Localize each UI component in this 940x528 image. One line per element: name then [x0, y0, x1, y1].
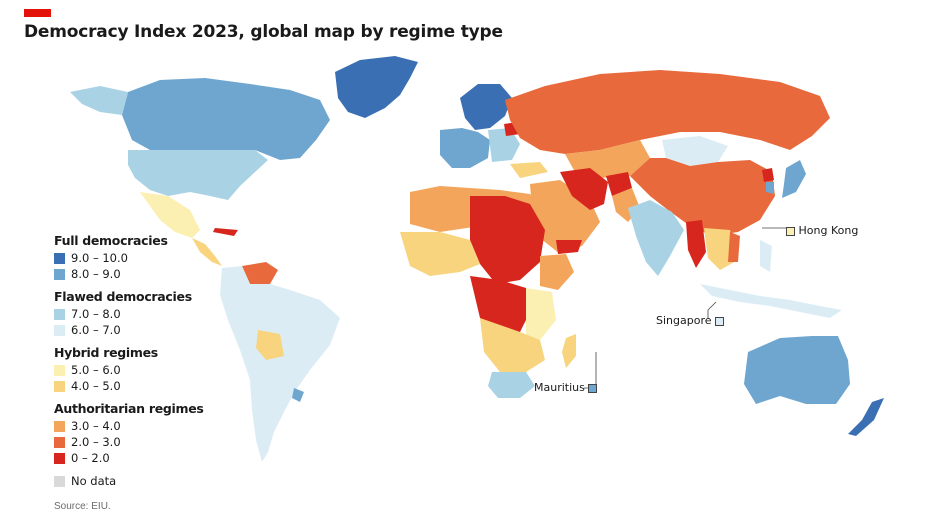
legend-label: 3.0 – 4.0 [71, 419, 121, 433]
legend-item: 6.0 – 7.0 [54, 322, 254, 338]
afghanistan [606, 172, 632, 196]
callout-hong-kong: Hong Kong [786, 224, 858, 237]
brand-bar [24, 9, 51, 17]
new-zealand [848, 398, 884, 436]
north-korea [762, 168, 774, 182]
legend-label: No data [71, 474, 117, 488]
china [630, 158, 775, 236]
legend-item: 4.0 – 5.0 [54, 378, 254, 394]
libya-sudan [470, 196, 545, 284]
western-europe [440, 128, 490, 168]
australia [744, 336, 850, 404]
legend-swatch [54, 420, 65, 432]
legend-group-full-democracies: Full democracies 9.0 – 10.0 8.0 – 9.0 [54, 233, 254, 282]
legend-heading: Hybrid regimes [54, 345, 158, 360]
iran [560, 168, 608, 210]
legend-label: 5.0 – 6.0 [71, 363, 121, 377]
legend-item: 9.0 – 10.0 [54, 250, 254, 266]
mexico [140, 192, 200, 238]
legend-item: 8.0 – 9.0 [54, 266, 254, 282]
madagascar [562, 334, 576, 368]
legend-item: 7.0 – 8.0 [54, 306, 254, 322]
callout-swatch [786, 226, 795, 236]
legend-label: 4.0 – 5.0 [71, 379, 121, 393]
callout-label: Singapore [656, 314, 712, 327]
legend-swatch [54, 252, 65, 264]
indonesia [700, 284, 842, 318]
russia [505, 70, 830, 154]
legend-heading: Flawed democracies [54, 289, 192, 304]
horn-of-africa [540, 254, 574, 290]
greenland [335, 56, 418, 118]
vietnam [728, 232, 740, 262]
legend-heading: Full democracies [54, 233, 168, 248]
chart-title: Democracy Index 2023, global map by regi… [24, 22, 503, 42]
legend-swatch [54, 268, 65, 280]
callout-swatch [588, 383, 598, 393]
legend: Full democracies 9.0 – 10.0 8.0 – 9.0 Fl… [54, 233, 254, 489]
callout-label: Mauritius [534, 381, 585, 394]
japan [782, 160, 806, 198]
legend-label: 0 – 2.0 [71, 451, 110, 465]
philippines [760, 240, 772, 272]
scandinavia [460, 84, 512, 130]
callout-label: Hong Kong [798, 224, 859, 237]
legend-label: 8.0 – 9.0 [71, 267, 121, 281]
canada [122, 78, 330, 160]
legend-item-no-data: No data [54, 473, 254, 489]
cuba [213, 228, 238, 236]
alaska [70, 86, 128, 115]
callout-singapore: Singapore [656, 314, 724, 327]
legend-item: 5.0 – 6.0 [54, 362, 254, 378]
legend-item: 2.0 – 3.0 [54, 434, 254, 450]
legend-group-flawed-democracies: Flawed democracies 7.0 – 8.0 6.0 – 7.0 [54, 289, 254, 338]
southern-africa [480, 318, 545, 372]
callout-swatch [715, 316, 724, 326]
west-africa [400, 232, 480, 276]
legend-group-authoritarian-regimes: Authoritarian regimes 3.0 – 4.0 2.0 – 3.… [54, 401, 254, 466]
legend-label: 7.0 – 8.0 [71, 307, 121, 321]
usa [128, 150, 268, 200]
source-note: Source: EIU. [54, 501, 111, 512]
south-africa [488, 372, 535, 398]
legend-swatch [54, 475, 65, 487]
central-america [192, 238, 222, 266]
legend-swatch [54, 436, 65, 448]
turkey [510, 162, 548, 178]
india [628, 200, 684, 276]
central-africa [470, 276, 530, 332]
eastern-europe [488, 128, 520, 162]
legend-swatch [54, 308, 65, 320]
bolivia [256, 330, 284, 360]
legend-swatch [54, 452, 65, 464]
yemen [556, 240, 582, 254]
legend-label: 9.0 – 10.0 [71, 251, 128, 265]
myanmar [686, 220, 706, 268]
east-africa [526, 288, 556, 340]
south-korea [766, 182, 774, 194]
legend-label: 2.0 – 3.0 [71, 435, 121, 449]
legend-item: 3.0 – 4.0 [54, 418, 254, 434]
legend-swatch [54, 380, 65, 392]
legend-group-hybrid-regimes: Hybrid regimes 5.0 – 6.0 4.0 – 5.0 [54, 345, 254, 394]
uruguay [292, 388, 304, 402]
legend-heading: Authoritarian regimes [54, 401, 204, 416]
legend-swatch [54, 324, 65, 336]
south-america [220, 266, 340, 462]
legend-label: 6.0 – 7.0 [71, 323, 121, 337]
legend-swatch [54, 364, 65, 376]
venezuela [242, 262, 278, 284]
legend-item: 0 – 2.0 [54, 450, 254, 466]
mongolia [662, 136, 728, 166]
callout-mauritius: Mauritius [534, 381, 598, 394]
